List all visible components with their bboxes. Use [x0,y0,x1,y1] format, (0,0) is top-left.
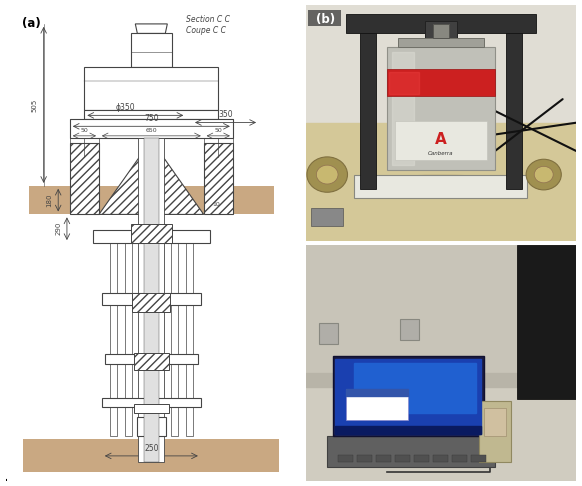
Polygon shape [389,72,419,94]
Bar [433,455,448,462]
Polygon shape [110,243,117,436]
Polygon shape [186,243,193,436]
FancyArrow shape [5,479,6,481]
Text: 250: 250 [144,444,158,453]
Bar [357,455,372,462]
Circle shape [307,157,347,192]
Bar [484,408,506,436]
Polygon shape [144,138,158,462]
Bar [386,47,495,170]
Polygon shape [204,143,233,214]
Polygon shape [346,14,535,33]
Polygon shape [346,389,409,420]
Text: 350: 350 [218,110,233,119]
Bar [471,455,485,462]
Polygon shape [395,121,487,160]
Bar [400,318,419,340]
Polygon shape [102,293,201,305]
Bar [452,455,467,462]
Polygon shape [306,5,576,127]
Bar [29,186,274,214]
Polygon shape [125,243,132,436]
Bar [414,455,429,462]
Text: ϕ350: ϕ350 [115,103,135,112]
Polygon shape [335,359,481,434]
Polygon shape [392,52,414,165]
Polygon shape [327,436,495,467]
Bar [131,224,172,243]
Polygon shape [354,364,476,413]
Text: Canberra: Canberra [428,151,453,156]
Circle shape [534,166,553,183]
Polygon shape [105,354,198,364]
Polygon shape [135,24,168,34]
Polygon shape [354,174,527,198]
Polygon shape [99,153,204,214]
Text: 10: 10 [212,202,220,208]
Bar [319,323,338,345]
Text: 180: 180 [47,193,52,207]
Polygon shape [433,24,449,38]
Text: Section C C: Section C C [186,16,230,24]
Polygon shape [84,67,218,110]
Polygon shape [425,21,457,47]
Polygon shape [360,24,376,189]
Bar [386,69,495,96]
Ellipse shape [360,174,522,193]
Bar [133,293,170,312]
Text: Coupe C C: Coupe C C [186,26,226,35]
Bar [338,455,353,462]
Bar [134,353,169,370]
Polygon shape [335,426,481,434]
Text: 650: 650 [146,128,157,134]
Polygon shape [102,398,201,407]
Polygon shape [131,34,172,67]
Polygon shape [84,110,218,119]
Polygon shape [134,403,169,413]
Polygon shape [137,417,166,436]
Polygon shape [171,243,178,436]
Bar [376,455,391,462]
Bar [23,439,279,471]
Polygon shape [306,245,576,382]
Text: 50: 50 [214,128,222,134]
Text: 750: 750 [144,115,159,123]
Polygon shape [93,230,210,243]
Text: (b): (b) [317,13,335,26]
Text: (a): (a) [22,17,41,30]
Bar [395,455,410,462]
Polygon shape [506,24,522,189]
Polygon shape [346,389,409,396]
Polygon shape [70,119,233,138]
Text: 50: 50 [80,128,88,134]
Text: A: A [435,132,447,147]
Polygon shape [306,373,576,387]
Bar [308,10,340,26]
Polygon shape [306,123,576,241]
Polygon shape [517,245,576,399]
Circle shape [526,159,561,190]
Text: 290: 290 [55,222,61,235]
Bar [479,401,511,462]
Text: 505: 505 [32,98,38,111]
Bar [398,38,484,47]
Bar [311,208,343,226]
Polygon shape [139,138,164,462]
Polygon shape [333,356,484,436]
Polygon shape [70,143,99,214]
Circle shape [317,165,338,184]
Polygon shape [306,373,576,481]
